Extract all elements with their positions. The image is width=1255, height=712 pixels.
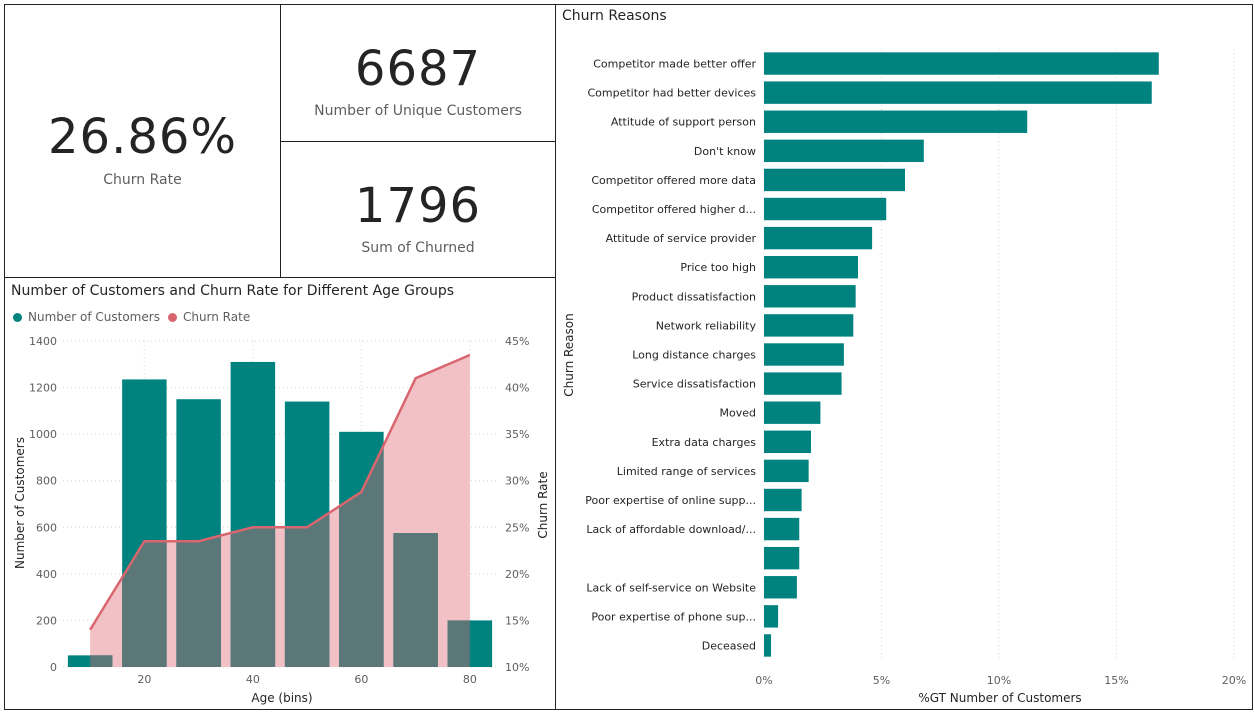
x-tick-label: 20 — [137, 673, 151, 686]
y2-tick-label: 10% — [505, 661, 529, 674]
category-label: Service dissatisfaction — [633, 378, 756, 391]
y2-tick-label: 40% — [505, 382, 529, 395]
customer-bar-overlap — [393, 533, 438, 667]
category-label: Poor expertise of online supp... — [585, 494, 756, 507]
chart-title: Number of Customers and Churn Rate for D… — [11, 283, 455, 299]
reason-bar[interactable] — [764, 401, 821, 424]
y-axis-label: Number of Customers — [13, 437, 27, 569]
category-label: Lack of self-service on Website — [586, 581, 756, 594]
category-label: Competitor offered more data — [591, 174, 756, 187]
category-label: Attitude of support person — [611, 116, 756, 129]
category-label: Attitude of service provider — [606, 232, 757, 245]
reason-bar[interactable] — [764, 197, 887, 221]
y-tick-label: 800 — [36, 475, 57, 488]
category-label: Long distance charges — [632, 349, 756, 362]
category-label: Competitor offered higher d... — [592, 203, 756, 216]
reason-bar[interactable] — [764, 576, 797, 599]
reason-bar[interactable] — [764, 139, 924, 163]
category-label: Competitor had better devices — [587, 87, 756, 100]
category-label: Don't know — [694, 145, 756, 158]
x-axis-label: %GT Number of Customers — [918, 691, 1081, 705]
x-tick-label: 10% — [987, 674, 1011, 687]
reason-bar[interactable] — [764, 634, 772, 657]
age-chart-panel[interactable]: Number of Customers and Churn Rate for D… — [4, 277, 556, 710]
x-tick-label: 15% — [1104, 674, 1128, 687]
y2-tick-label: 30% — [505, 475, 529, 488]
category-label: Product dissatisfaction — [632, 290, 756, 303]
reason-bar[interactable] — [764, 110, 1028, 133]
category-label: Price too high — [680, 261, 756, 274]
reason-bar[interactable] — [764, 517, 800, 541]
category-label: Deceased — [702, 639, 756, 652]
reason-bar[interactable] — [764, 488, 802, 512]
kpi-label: Churn Rate — [103, 172, 182, 188]
category-label: Limited range of services — [617, 465, 756, 478]
reason-bar[interactable] — [764, 430, 811, 453]
kpi-value: 6687 — [354, 41, 482, 97]
y-tick-label: 1400 — [29, 335, 57, 348]
kpi-label: Number of Unique Customers — [314, 103, 522, 119]
y-axis-label: Churn Reason — [562, 313, 576, 396]
category-label: Competitor made better offer — [593, 58, 756, 71]
churn-reasons-svg: Competitor made better offer Competitor h… — [562, 49, 1246, 705]
reason-bar[interactable] — [764, 372, 842, 395]
y-tick-label: 0 — [50, 661, 57, 674]
kpi-value: 1796 — [354, 178, 482, 234]
x-tick-label: 0% — [755, 674, 772, 687]
y2-tick-label: 35% — [505, 428, 529, 441]
customer-bar-overlap — [90, 655, 113, 667]
x-tick-label: 80 — [463, 673, 477, 686]
reason-bar[interactable] — [764, 546, 800, 570]
legend-dot-customers — [13, 312, 22, 322]
chart-legend: Number of Customers Churn Rate — [13, 310, 250, 324]
churn-reasons-panel[interactable]: Churn Reasons Competitor made better off… — [555, 4, 1253, 710]
kpi-card-churn-rate[interactable]: 26.86% Churn Rate — [4, 4, 281, 278]
x-tick-label: 60 — [354, 673, 368, 686]
reason-bar[interactable] — [764, 52, 1159, 75]
reason-bar[interactable] — [764, 285, 856, 308]
reason-bar[interactable] — [764, 81, 1152, 104]
category-label: Extra data charges — [652, 436, 757, 449]
kpi-card-sum-churned[interactable]: 1796 Sum of Churned — [280, 141, 556, 278]
y-tick-label: 200 — [36, 614, 57, 627]
category-label: Moved — [720, 407, 756, 420]
customer-bar-overlap — [447, 620, 470, 667]
reason-bar[interactable] — [764, 343, 844, 366]
churn-rate-line — [89, 353, 471, 631]
y2-axis-label: Churn Rate — [536, 471, 550, 538]
y2-tick-label: 25% — [505, 521, 529, 534]
reason-bar[interactable] — [764, 314, 854, 337]
category-label: Poor expertise of phone sup... — [591, 610, 756, 623]
x-tick-label: 40 — [246, 673, 260, 686]
reason-bar[interactable] — [764, 226, 873, 250]
y-tick-label: 400 — [36, 568, 57, 581]
reason-bar[interactable] — [764, 256, 858, 279]
kpi-value: 26.86% — [47, 109, 238, 165]
reason-bar[interactable] — [764, 168, 905, 192]
age-chart-svg: 0 200 400 600 800 1000 1200 1400 10% 15% 20% 25% 30%… — [13, 335, 550, 705]
chart-title: Churn Reasons — [562, 8, 667, 24]
legend-dot-churn-rate — [167, 312, 177, 322]
category-label: Lack of affordable download/... — [586, 523, 756, 536]
legend-label-customers: Number of Customers — [28, 310, 160, 324]
kpi-label: Sum of Churned — [361, 240, 475, 256]
legend-label-churn-rate: Churn Rate — [182, 310, 251, 324]
y-tick-label: 600 — [36, 521, 57, 534]
reason-bar[interactable] — [764, 459, 809, 483]
x-axis-label: Age (bins) — [251, 691, 312, 705]
reason-bar[interactable] — [764, 605, 779, 628]
y2-tick-label: 15% — [505, 614, 529, 627]
x-tick-label: 5% — [873, 674, 890, 687]
y-tick-label: 1200 — [29, 382, 57, 395]
y2-tick-label: 20% — [505, 568, 529, 581]
kpi-card-unique-customers[interactable]: 6687 Number of Unique Customers — [280, 4, 556, 142]
category-label: Network reliability — [656, 319, 757, 332]
x-tick-label: 20% — [1222, 674, 1246, 687]
y2-tick-label: 45% — [505, 335, 529, 348]
y-tick-label: 1000 — [29, 428, 57, 441]
